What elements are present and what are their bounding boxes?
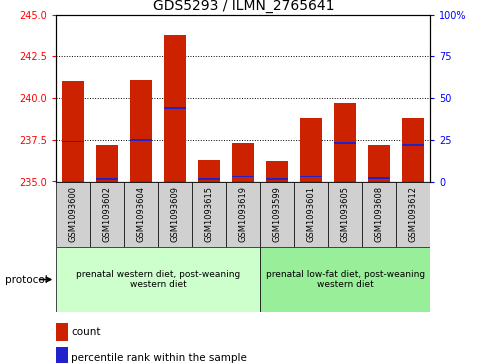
Bar [300,176,322,177]
Bar [327,182,362,247]
Text: GSM1093612: GSM1093612 [408,186,417,242]
Bar [265,162,288,182]
Text: GSM1093609: GSM1093609 [170,186,180,242]
Bar [395,182,429,247]
Text: prenatal low-fat diet, post-weaning
western diet: prenatal low-fat diet, post-weaning west… [265,270,424,289]
Bar [232,143,254,182]
Bar [265,178,288,180]
Text: GSM1093601: GSM1093601 [306,186,315,242]
Text: GSM1093615: GSM1093615 [204,186,213,242]
Bar [56,182,90,247]
Bar [362,182,395,247]
Bar [334,142,356,144]
Bar [158,182,192,247]
Title: GDS5293 / ILMN_2765641: GDS5293 / ILMN_2765641 [152,0,333,13]
Text: GSM1093604: GSM1093604 [137,186,145,242]
Bar [198,160,220,182]
Bar [334,103,356,182]
Text: GSM1093608: GSM1093608 [374,186,383,242]
Text: GSM1093600: GSM1093600 [69,186,78,242]
Bar [90,182,124,247]
Text: count: count [71,327,100,337]
Bar [62,81,84,182]
Text: percentile rank within the sample: percentile rank within the sample [71,352,246,363]
Text: GSM1093602: GSM1093602 [102,186,112,242]
Bar [192,182,226,247]
Bar [56,247,260,312]
Text: GSM1093619: GSM1093619 [238,186,247,242]
Bar [96,178,118,180]
Bar [260,182,294,247]
Bar [130,79,152,182]
Bar [260,247,429,312]
Bar [232,176,254,177]
Bar [130,139,152,140]
Text: prenatal western diet, post-weaning
western diet: prenatal western diet, post-weaning west… [76,270,240,289]
Text: protocol: protocol [5,274,47,285]
Bar [402,118,424,182]
Bar [367,178,389,179]
Bar [294,182,327,247]
Bar [198,178,220,180]
Bar [62,140,84,142]
Bar [164,34,186,182]
Bar [96,145,118,182]
Bar [124,182,158,247]
Bar [402,144,424,146]
Bar [226,182,260,247]
Text: GSM1093605: GSM1093605 [340,186,349,242]
Bar [300,118,322,182]
Bar [164,107,186,109]
Text: GSM1093599: GSM1093599 [272,186,281,242]
Bar [367,145,389,182]
